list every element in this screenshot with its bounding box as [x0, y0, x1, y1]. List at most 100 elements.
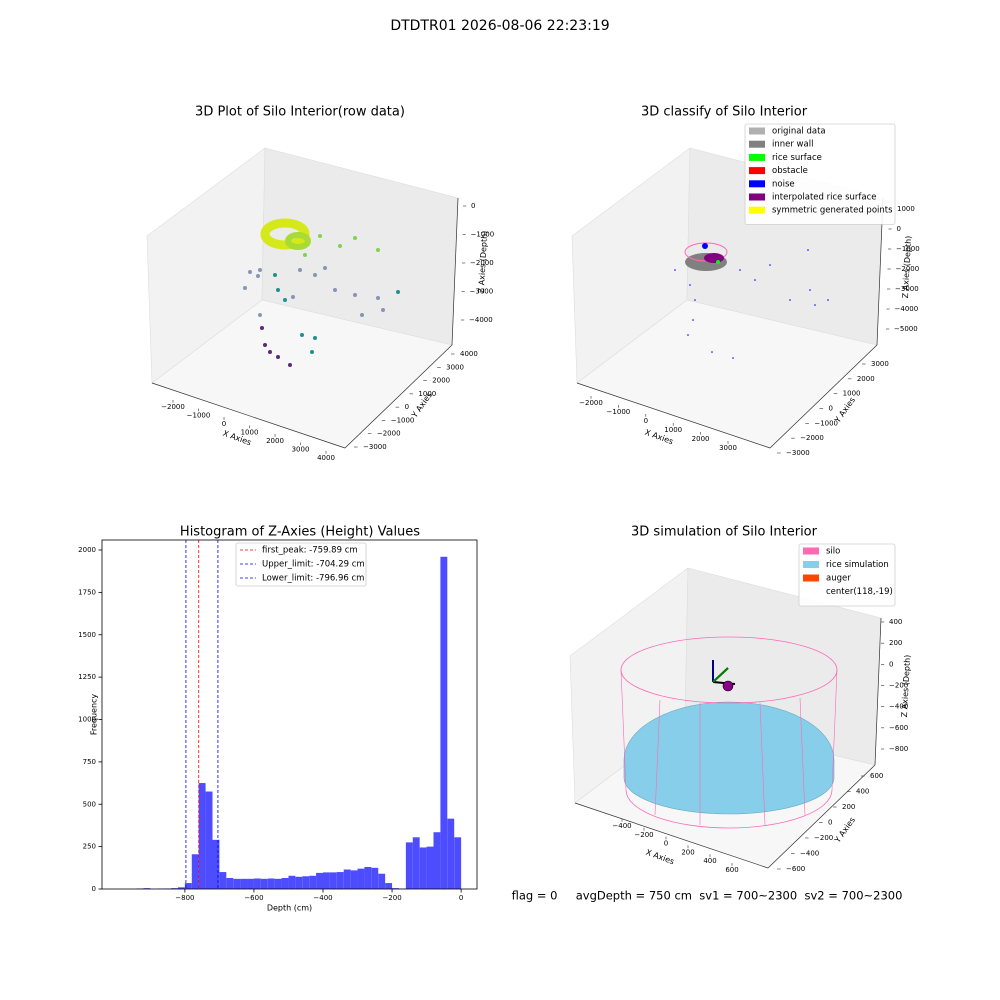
- y-tick-label: −600: [786, 865, 805, 873]
- z-tick-label: −4000: [895, 305, 919, 313]
- y-tick-label: −1000: [391, 416, 415, 424]
- axis-line: [574, 802, 769, 869]
- z-axis-label: Z Axies (Depth): [900, 654, 912, 717]
- y-tick-label: 0: [829, 405, 833, 413]
- x-tick-label: −200: [382, 894, 401, 902]
- bar: [260, 878, 268, 889]
- legend-label: rice surface: [772, 153, 822, 163]
- z-tick-label: −800: [889, 745, 908, 753]
- y-axis-label: Frequency: [90, 694, 99, 736]
- auger: [722, 680, 734, 692]
- ring-cluster: [285, 232, 311, 250]
- y-tick-label: 400: [856, 788, 869, 796]
- dots: [674, 249, 829, 359]
- y-tick-label: 250: [83, 843, 96, 851]
- legend-label: inner wall: [772, 140, 813, 150]
- bar: [440, 556, 448, 889]
- y-axis-label: Y Axies: [832, 816, 857, 846]
- x-axis-label: X Axies: [645, 848, 676, 867]
- bar: [198, 783, 206, 889]
- dots: [303, 234, 380, 257]
- bar: [233, 878, 241, 889]
- bar: [426, 846, 434, 889]
- z-tick-label: −5000: [894, 325, 918, 333]
- y-tick-label: 1250: [78, 673, 96, 681]
- y-tick-label: −2000: [377, 430, 401, 438]
- x-tick-label: −2000: [579, 399, 603, 407]
- y-tick-label: −200: [814, 834, 833, 842]
- bar: [226, 877, 234, 889]
- legend-swatch: [749, 153, 765, 161]
- bar: [184, 883, 192, 889]
- legend-swatch: [749, 167, 765, 175]
- z-tick-label: −3000: [470, 288, 494, 296]
- bar: [253, 878, 261, 889]
- panel-2-points: [674, 242, 829, 359]
- legend-box: [235, 542, 367, 587]
- bar: [405, 842, 413, 889]
- x-tick-label: 4000: [317, 454, 335, 462]
- y-tick-label: 500: [83, 800, 96, 808]
- legend-label: auger: [826, 574, 851, 584]
- bar: [274, 878, 282, 889]
- panel-1-points: [243, 218, 400, 367]
- legend-label: center(118,-19): [826, 587, 893, 597]
- x-tick-label: 400: [703, 857, 716, 865]
- axis-line: [451, 197, 459, 346]
- x-tick-label: 0: [644, 417, 648, 425]
- dots: [243, 266, 385, 317]
- y-tick-label: 1000: [418, 390, 436, 398]
- panel-4-silo: [620, 636, 838, 829]
- z-tick-label: 0: [897, 225, 901, 233]
- legend-label: symmetric generated points: [772, 206, 893, 216]
- z-tick-label: 200: [889, 639, 902, 647]
- x-tick-label: 1000: [664, 426, 682, 434]
- bar: [336, 872, 344, 889]
- y-tick-label: 0: [405, 403, 409, 411]
- bar: [371, 867, 379, 889]
- bar: [454, 837, 462, 889]
- rice-surface: [716, 260, 720, 264]
- dots: [273, 273, 400, 354]
- axis-line: [769, 344, 878, 449]
- y-tick-label: 600: [870, 772, 883, 780]
- bar: [205, 791, 213, 889]
- y-tick-label: −1000: [814, 419, 838, 427]
- z-tick-label: −4000: [469, 316, 493, 324]
- x-tick-label: −800: [175, 894, 194, 902]
- bar: [267, 878, 275, 889]
- x-tick-label: −1000: [607, 408, 631, 416]
- panel-title: 3D classify of Silo Interior: [641, 105, 808, 120]
- rice-simulation: [623, 701, 835, 815]
- z-axis-label: Z Axies (Depth): [901, 235, 913, 298]
- noise: [702, 243, 708, 249]
- y-tick-label: 3000: [871, 360, 889, 368]
- x-tick-label: −400: [313, 894, 332, 902]
- plot-frame: [101, 539, 478, 890]
- legend-swatch: [749, 140, 765, 148]
- legend-label: first_peak: -759.89 cm: [262, 546, 358, 556]
- legend-label: interpolated rice surface: [772, 193, 877, 203]
- bar: [357, 868, 365, 889]
- y-tick-label: 4000: [460, 350, 478, 358]
- y-tick-label: 2000: [78, 546, 96, 554]
- z-axis-label: Z Axies (Depth): [477, 230, 489, 293]
- axis-line: [767, 764, 876, 869]
- bar: [364, 866, 372, 889]
- x-tick-label: 2000: [692, 435, 710, 443]
- legend-label: obstacle: [772, 166, 808, 176]
- histogram: −800 −600 −400 −200 0 0 250 500 750 1000 1250 1500 1…: [78, 539, 478, 913]
- axis-line: [151, 382, 346, 449]
- y-tick-label: 0: [828, 819, 832, 827]
- bar: [350, 870, 358, 889]
- x-tick-label: −2000: [161, 403, 185, 411]
- legend-box: [744, 123, 896, 225]
- x-tick-label: −1000: [187, 412, 211, 420]
- x-tick-label: 0: [222, 420, 226, 428]
- legend-label: original data: [772, 127, 826, 137]
- bar: [447, 818, 455, 889]
- y-tick-label: −2000: [800, 434, 824, 442]
- footer-status: flag = 0 avgDepth = 750 cm sv1 = 700~230…: [512, 889, 903, 903]
- y-axis-label: Y Axies: [832, 396, 857, 426]
